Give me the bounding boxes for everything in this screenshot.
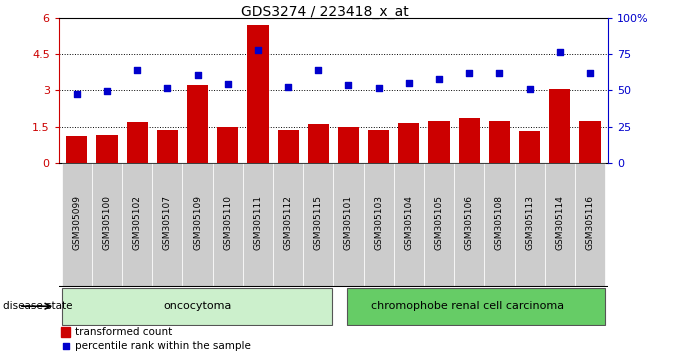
Bar bbox=[398, 123, 419, 163]
Bar bbox=[61, 327, 70, 337]
Bar bbox=[278, 130, 299, 163]
Bar bbox=[549, 89, 570, 163]
Text: GSM305104: GSM305104 bbox=[404, 195, 413, 250]
Bar bbox=[519, 131, 540, 163]
Bar bbox=[515, 163, 545, 287]
Point bbox=[433, 76, 444, 82]
Bar bbox=[424, 163, 454, 287]
Text: GSM305103: GSM305103 bbox=[375, 195, 384, 250]
Bar bbox=[338, 126, 359, 163]
Point bbox=[343, 82, 354, 88]
Bar bbox=[126, 122, 148, 163]
Bar bbox=[92, 163, 122, 287]
Point bbox=[585, 70, 596, 76]
Point bbox=[524, 86, 535, 92]
Point bbox=[283, 84, 294, 90]
Bar bbox=[122, 163, 152, 287]
Text: oncocytoma: oncocytoma bbox=[163, 301, 231, 311]
Bar bbox=[545, 163, 575, 287]
Text: GDS3274 / 223418_x_at: GDS3274 / 223418_x_at bbox=[241, 5, 408, 19]
Text: transformed count: transformed count bbox=[75, 327, 173, 337]
Point bbox=[132, 67, 143, 73]
Text: GSM305106: GSM305106 bbox=[465, 195, 474, 250]
Bar bbox=[580, 120, 600, 163]
Bar bbox=[489, 120, 510, 163]
Bar bbox=[187, 85, 208, 163]
Text: GSM305105: GSM305105 bbox=[435, 195, 444, 250]
Point bbox=[162, 85, 173, 91]
Point bbox=[373, 85, 384, 91]
Point bbox=[404, 80, 415, 86]
Point bbox=[71, 91, 82, 97]
Text: GSM305110: GSM305110 bbox=[223, 195, 232, 250]
Point bbox=[313, 67, 324, 73]
Text: GSM305108: GSM305108 bbox=[495, 195, 504, 250]
Bar bbox=[182, 163, 213, 287]
Bar bbox=[575, 163, 605, 287]
Bar bbox=[394, 163, 424, 287]
Bar bbox=[152, 163, 182, 287]
Bar bbox=[66, 136, 87, 163]
Bar bbox=[459, 118, 480, 163]
Text: GSM305109: GSM305109 bbox=[193, 195, 202, 250]
Text: GSM305113: GSM305113 bbox=[525, 195, 534, 250]
Text: disease state: disease state bbox=[3, 301, 73, 311]
Bar bbox=[368, 130, 389, 163]
Text: GSM305114: GSM305114 bbox=[556, 195, 565, 250]
Bar bbox=[333, 163, 363, 287]
Text: GSM305100: GSM305100 bbox=[102, 195, 111, 250]
Bar bbox=[157, 130, 178, 163]
Bar bbox=[363, 163, 394, 287]
Bar bbox=[484, 163, 515, 287]
Point bbox=[192, 72, 203, 78]
Bar bbox=[61, 163, 92, 287]
Bar bbox=[303, 163, 333, 287]
Point bbox=[464, 70, 475, 76]
Bar bbox=[247, 25, 269, 163]
FancyBboxPatch shape bbox=[61, 287, 332, 325]
Point bbox=[102, 88, 113, 94]
Text: percentile rank within the sample: percentile rank within the sample bbox=[75, 342, 251, 352]
Bar bbox=[307, 124, 329, 163]
Bar bbox=[428, 120, 450, 163]
Bar bbox=[217, 126, 238, 163]
Point bbox=[252, 47, 263, 53]
Point bbox=[494, 70, 505, 76]
Bar bbox=[243, 163, 273, 287]
Text: GSM305099: GSM305099 bbox=[73, 195, 82, 250]
Text: GSM305116: GSM305116 bbox=[585, 195, 594, 250]
Bar bbox=[97, 135, 117, 163]
Text: GSM305101: GSM305101 bbox=[344, 195, 353, 250]
Text: GSM305107: GSM305107 bbox=[163, 195, 172, 250]
Bar bbox=[213, 163, 243, 287]
Text: GSM305102: GSM305102 bbox=[133, 195, 142, 250]
Text: GSM305112: GSM305112 bbox=[283, 195, 292, 250]
Text: GSM305115: GSM305115 bbox=[314, 195, 323, 250]
FancyBboxPatch shape bbox=[347, 287, 605, 325]
Bar bbox=[454, 163, 484, 287]
Text: chromophobe renal cell carcinoma: chromophobe renal cell carcinoma bbox=[371, 301, 565, 311]
Point bbox=[223, 81, 234, 87]
Point bbox=[253, 268, 264, 273]
Bar bbox=[273, 163, 303, 287]
Text: GSM305111: GSM305111 bbox=[254, 195, 263, 250]
Point bbox=[554, 49, 565, 55]
